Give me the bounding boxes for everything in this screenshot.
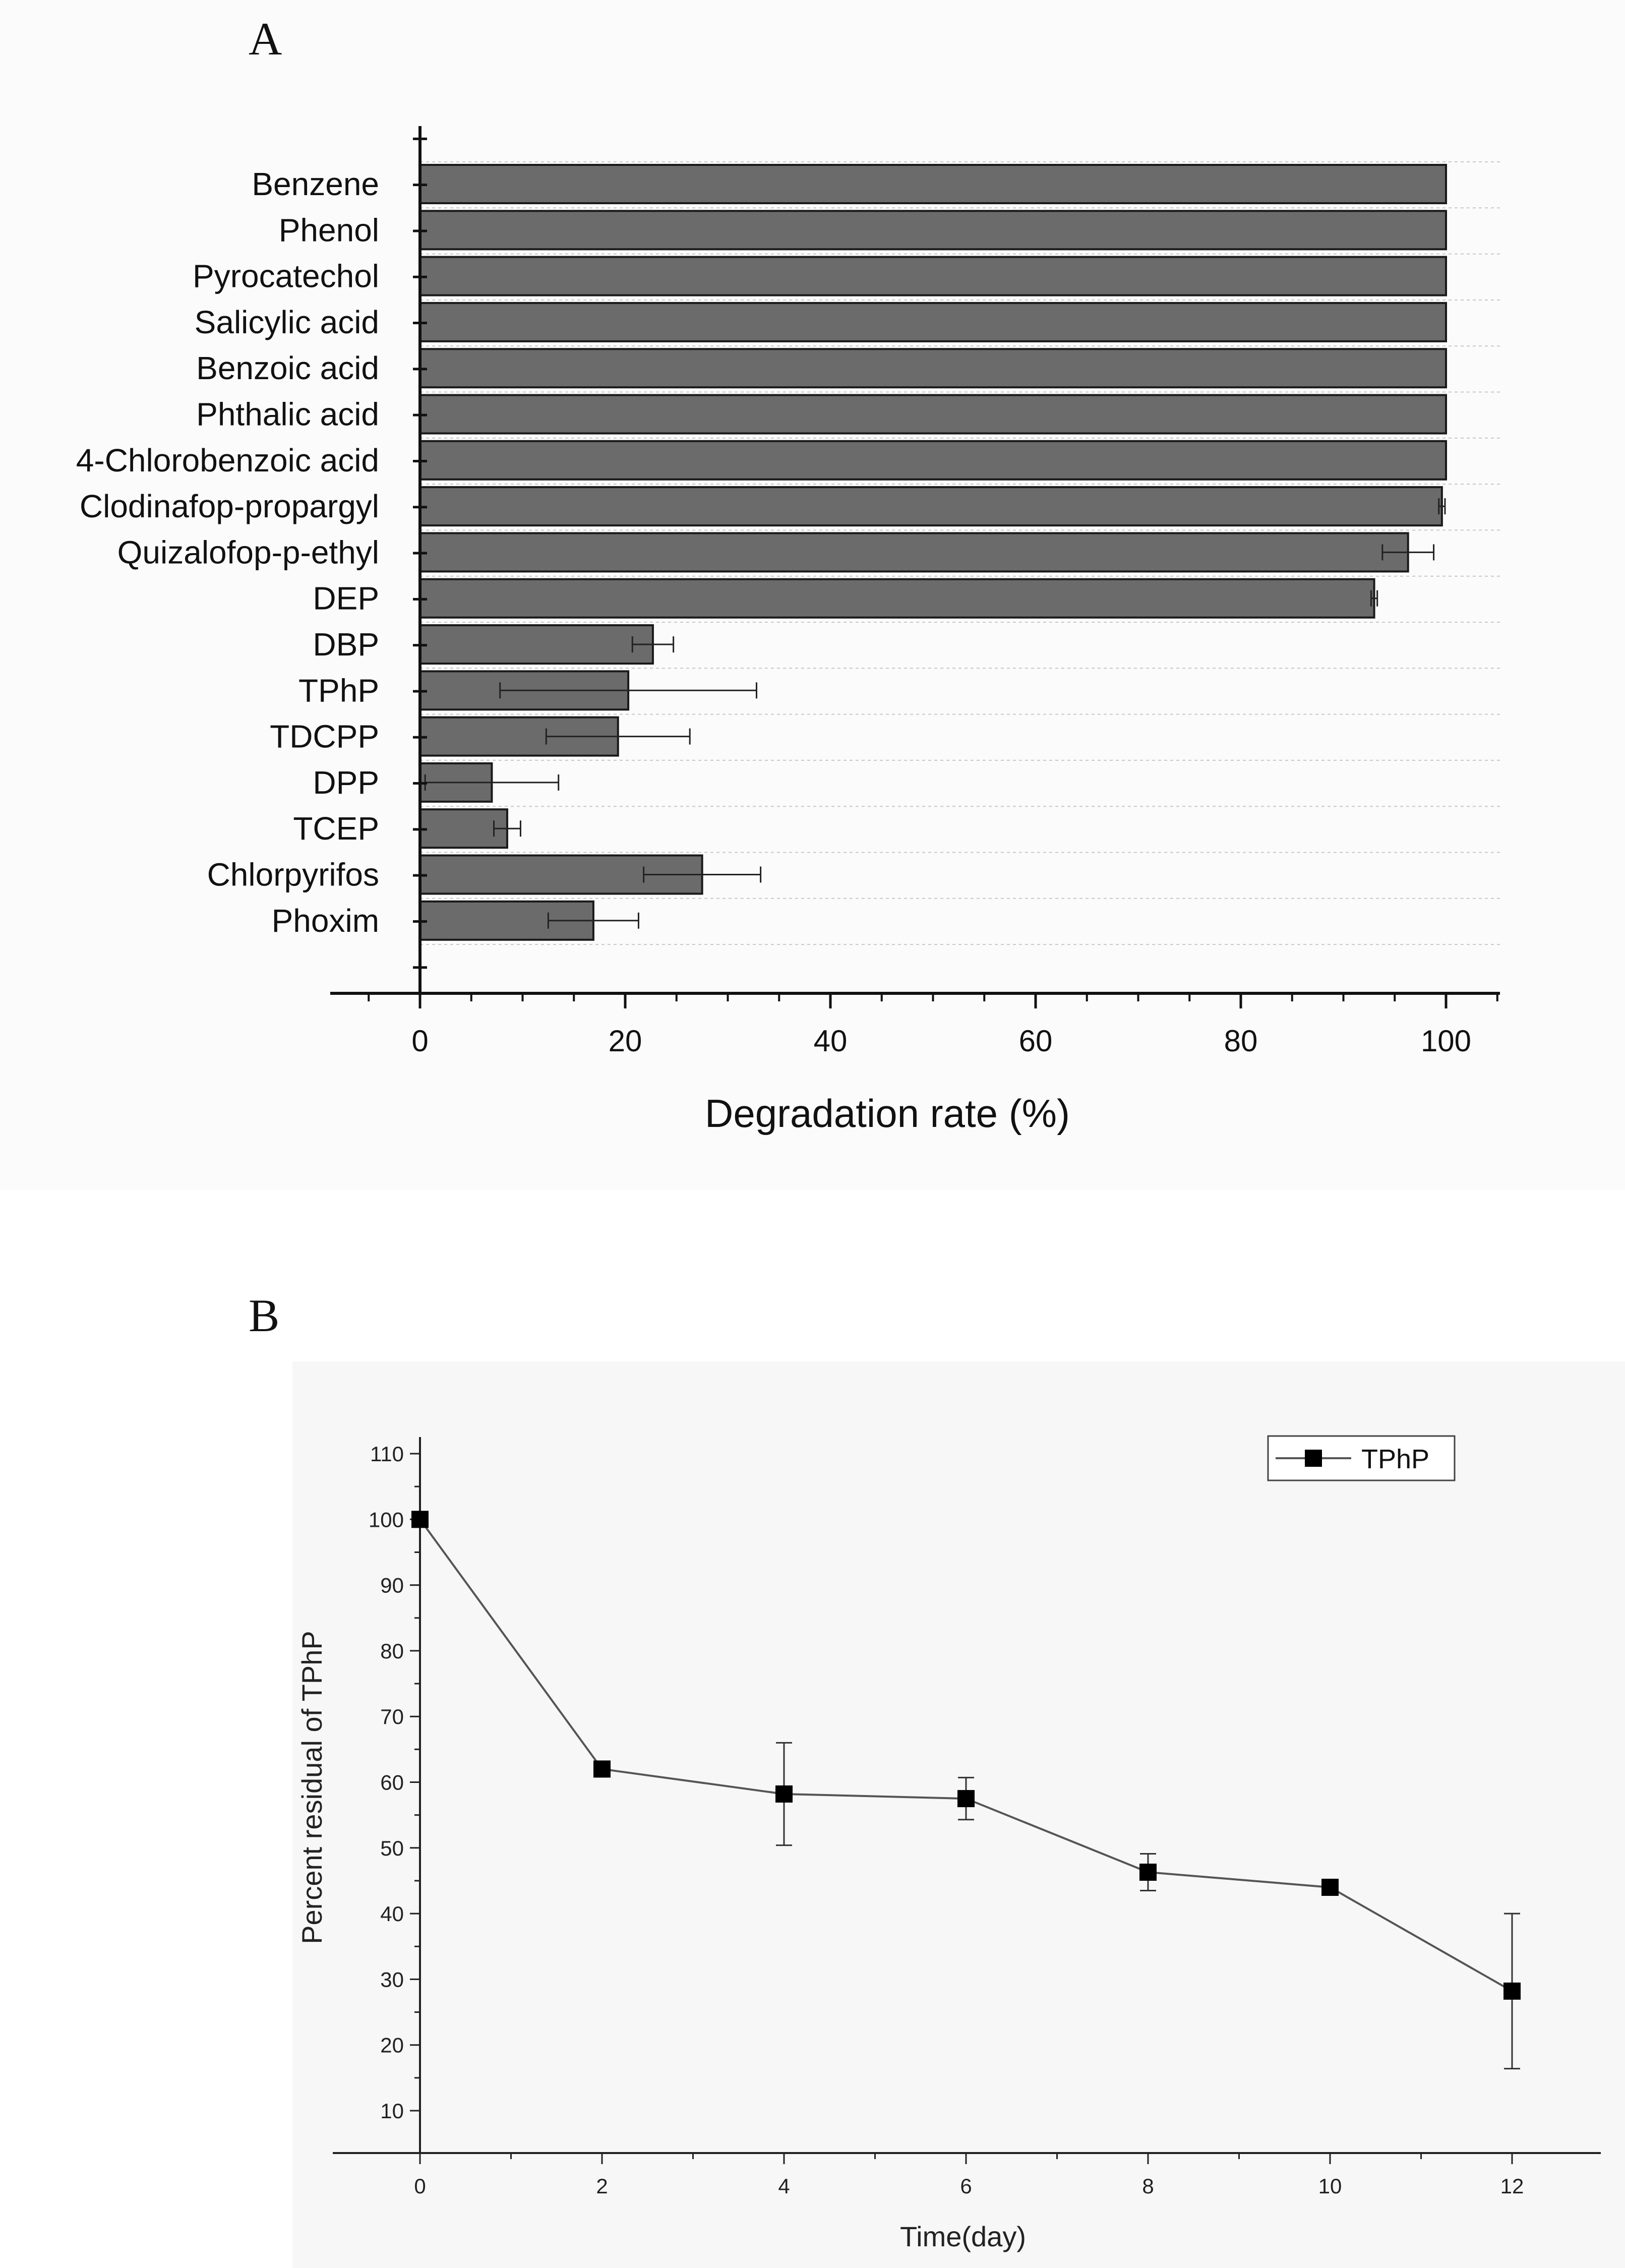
x-tick-label: 8 (1142, 2174, 1154, 2198)
panel-b-label: B (249, 1290, 279, 1341)
bar-chart-x-axis-title: Degradation rate (%) (705, 1091, 1070, 1136)
series-line-tphp (419, 1519, 1513, 1992)
category-label-tdcpp: TDCPP (270, 719, 379, 755)
category-label-dpp: DPP (313, 764, 379, 801)
category-label-tcep: TCEP (293, 810, 379, 847)
x-tick-label: 20 (609, 1024, 642, 1058)
bar-phthalic-acid (419, 394, 1447, 435)
y-tick-label: 110 (370, 1442, 404, 1466)
line-chart-y-tick-labels: 10 20 30 40 50 60 70 80 90 100 110 (369, 1442, 404, 2123)
category-label-salicylic-acid: Salicylic acid (195, 304, 379, 340)
category-label-phoxim: Phoxim (272, 903, 379, 939)
bar-4-chlorobenzoic-acid (419, 440, 1447, 481)
legend-marker-icon (1305, 1450, 1322, 1467)
bar-chart-error-bars (424, 498, 1446, 929)
x-tick-label: 2 (596, 2174, 608, 2198)
x-tick-label: 80 (1224, 1024, 1258, 1058)
line-chart-x-axis-title: Time(day) (900, 2221, 1026, 2252)
x-tick-label: 4 (778, 2174, 790, 2198)
y-tick-label: 70 (380, 1705, 404, 1728)
y-tick-label: 60 (380, 1771, 404, 1795)
data-point-day-2 (593, 1760, 611, 1778)
category-label-dbp: DBP (313, 626, 379, 663)
bar-clodinafop-propargyl (419, 486, 1443, 527)
bar-chart-bars (419, 164, 1447, 941)
y-tick-label: 20 (380, 2034, 404, 2057)
category-label-benzene: Benzene (252, 166, 379, 202)
y-tick-label: 80 (380, 1639, 404, 1663)
x-tick-label: 12 (1500, 2174, 1524, 2198)
bar-chart-x-tick-labels: 0 20 40 60 80 100 (411, 1024, 1471, 1058)
data-point-day-10 (1321, 1878, 1339, 1896)
bar-chart-axes (330, 126, 1500, 1008)
x-tick-label: 10 (1318, 2174, 1342, 2198)
category-label-phenol: Phenol (279, 212, 379, 248)
category-label-clodinafop-propargyl: Clodinafop-propargyl (80, 488, 379, 524)
x-tick-label: 60 (1019, 1024, 1053, 1058)
y-tick-label: 90 (380, 1574, 404, 1597)
x-tick-label: 100 (1421, 1024, 1471, 1058)
line-chart-x-tick-labels: 0 2 4 6 8 10 12 (414, 2174, 1524, 2198)
category-label-quizalofop-p-ethyl: Quizalofop-p-ethyl (117, 534, 379, 570)
line-chart-legend: TPhP (1267, 1435, 1456, 1481)
bar-salicylic-acid (419, 302, 1447, 342)
bar-pyrocatechol (419, 256, 1447, 296)
x-tick-label: 40 (814, 1024, 848, 1058)
line-chart-series-line (419, 1519, 1513, 1992)
data-point-day-4 (775, 1785, 793, 1803)
category-label-dep: DEP (313, 580, 379, 617)
y-tick-label: 50 (380, 1836, 404, 1860)
bar-chart-gridlines (420, 161, 1500, 945)
x-tick-label: 6 (960, 2174, 972, 2198)
y-tick-label: 40 (380, 1902, 404, 1926)
bar-phenol (419, 210, 1447, 251)
y-tick-label: 10 (380, 2099, 404, 2123)
line-chart-y-axis-title: Percent residual of TPhP (296, 1631, 328, 1944)
x-tick-label: 0 (411, 1024, 428, 1058)
data-point-day-6 (957, 1790, 975, 1808)
category-label-pyrocatechol: Pyrocatechol (193, 258, 379, 294)
bar-dbp (419, 624, 654, 665)
bar-chart-category-labels: Benzene Phenol Pyrocatechol Salicylic acid B… (76, 166, 379, 939)
line-chart-error-bars (594, 1742, 1520, 2070)
panel-a-label: A (249, 13, 282, 65)
bar-chart-degradation-rate: A Benzene Phenol Pyrocatechol Salicylic aci… (76, 13, 1500, 1136)
category-label-4-chlorobenzoic-acid: 4-Chlorobenzoic acid (76, 442, 379, 479)
legend-series-name: TPhP (1361, 1444, 1429, 1474)
y-tick-label: 100 (369, 1508, 404, 1531)
data-point-day-12 (1503, 1982, 1521, 2000)
category-label-benzoic-acid: Benzoic acid (196, 350, 379, 386)
bar-benzoic-acid (419, 348, 1447, 389)
category-label-tphp: TPhP (298, 672, 379, 708)
x-tick-label: 0 (414, 2174, 426, 2198)
line-chart-markers (411, 1511, 1521, 2000)
panel-b-background (292, 1361, 1625, 2268)
category-label-phthalic-acid: Phthalic acid (196, 396, 379, 433)
category-label-chlorpyrifos: Chlorpyrifos (207, 857, 379, 893)
data-point-day-8 (1139, 1864, 1157, 1881)
data-point-day-0 (411, 1511, 429, 1528)
bar-quizalofop-p-ethyl (419, 532, 1409, 573)
y-tick-label: 30 (380, 1967, 404, 1991)
